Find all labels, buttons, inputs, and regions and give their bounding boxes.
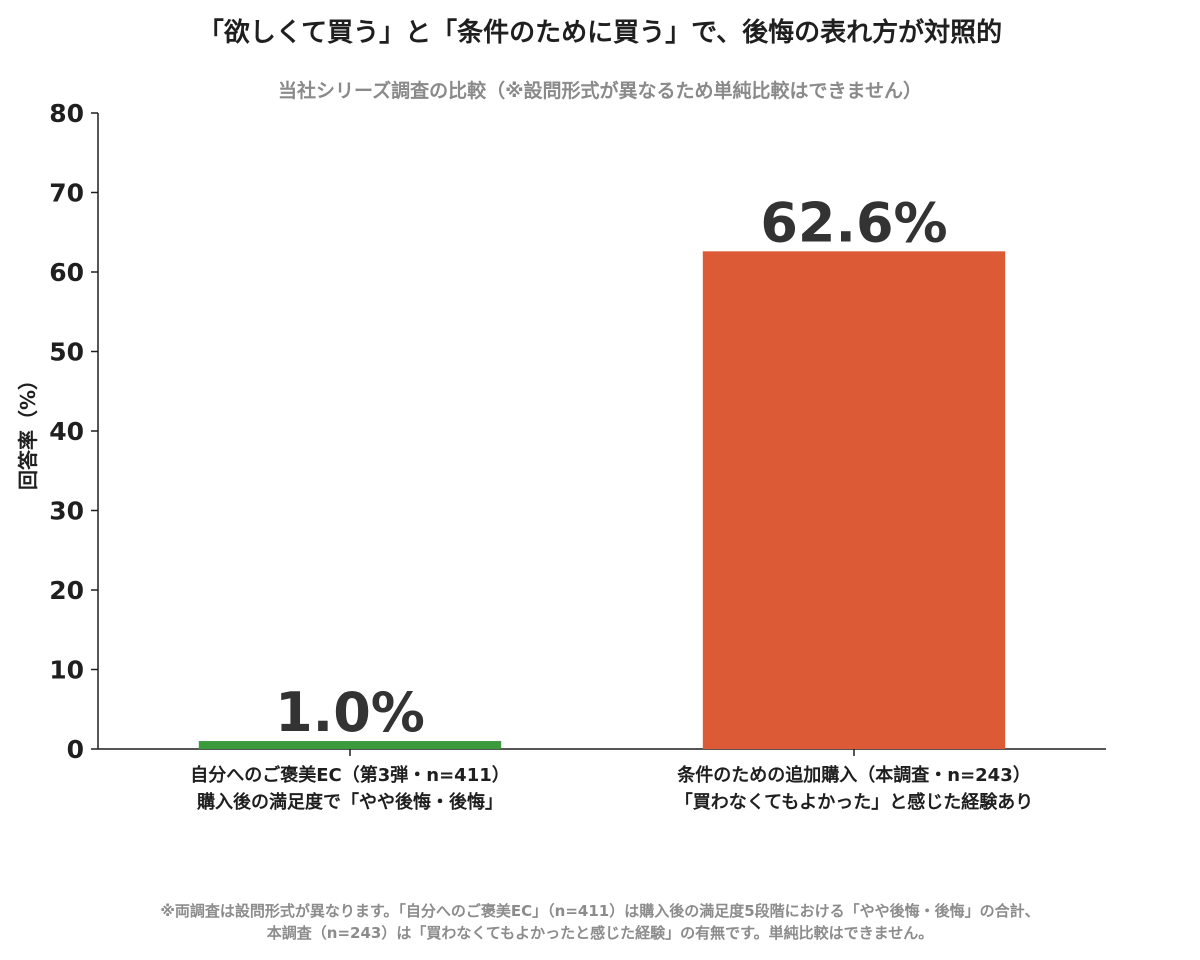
footnote-line-2: 本調査（n=243）は「買わなくてもよかったと感じた経験」の有無です。単純比較は… — [266, 924, 934, 942]
y-tick-label: 40 — [49, 417, 84, 446]
x-tick-label: 自分へのご褒美EC（第3弾・n=411） — [190, 764, 510, 786]
bars: 1.0% 62.6% — [198, 191, 1006, 749]
y-tick-label: 80 — [49, 99, 84, 128]
bar — [702, 251, 1006, 749]
x-tick-label: 購入後の満足度で「やや後悔・後悔」 — [196, 791, 503, 813]
footnote: ※両調査は設問形式が異なります。「自分へのご褒美EC」（n=411）は購入後の満… — [0, 900, 1200, 944]
chart-title: 「欲しくて買う」と「条件のために買う」で、後悔の表れ方が対照的 — [197, 18, 1003, 48]
bar-value-label: 1.0% — [275, 681, 425, 744]
x-axis: 自分へのご褒美EC（第3弾・n=411） 購入後の満足度で「やや後悔・後悔」 条件の… — [98, 748, 1106, 813]
x-tick-label: 条件のための追加購入（本調査・n=243） — [676, 764, 1030, 786]
y-tick-label: 70 — [49, 179, 84, 208]
y-tick-label: 20 — [49, 576, 84, 605]
x-tick-label: 「買わなくてもよかった」と感じた経験あり — [675, 791, 1034, 813]
y-tick-label: 50 — [49, 338, 84, 367]
chart-subtitle: 当社シリーズ調査の比較（※設問形式が異なるため単純比較はできません） — [278, 80, 922, 102]
y-tick-label: 60 — [49, 258, 84, 287]
bar-value-label: 62.6% — [760, 191, 947, 254]
y-tick-label: 30 — [49, 497, 84, 526]
bar — [198, 741, 502, 749]
y-axis-label: 回答率（%） — [16, 370, 40, 490]
footnote-line-1: ※両調査は設問形式が異なります。「自分へのご褒美EC」（n=411）は購入後の満… — [160, 902, 1040, 920]
y-tick-label: 0 — [67, 735, 84, 764]
y-tick-label: 10 — [49, 656, 84, 685]
y-axis: 0 10 20 30 40 50 60 70 80 — [49, 99, 99, 764]
